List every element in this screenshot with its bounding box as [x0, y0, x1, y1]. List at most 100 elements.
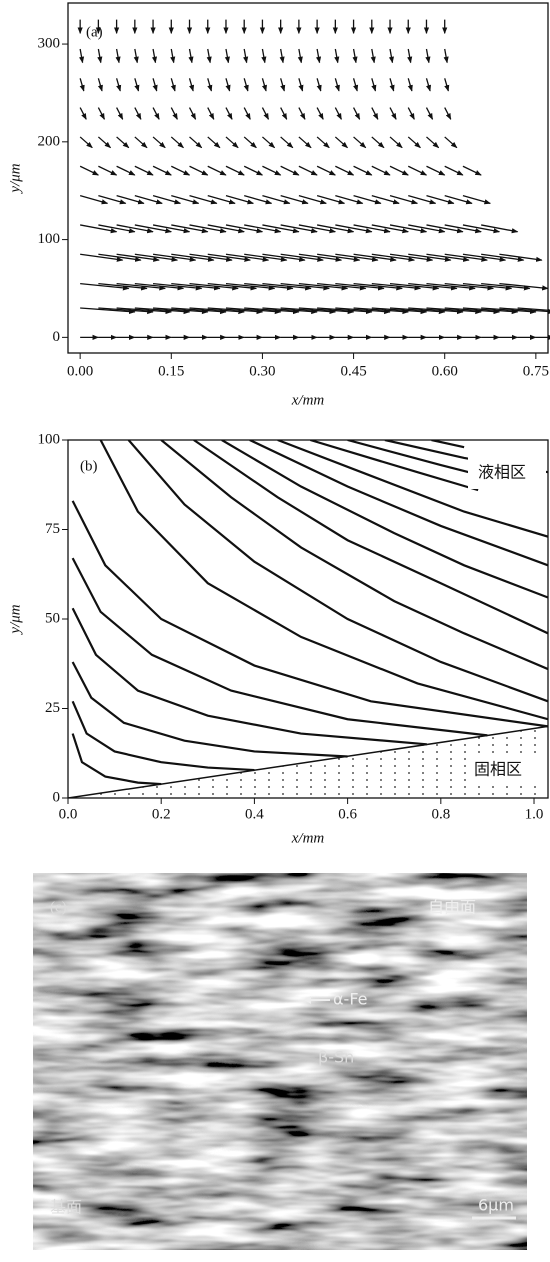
streamline	[249, 440, 548, 567]
vector-arrow	[189, 307, 245, 315]
vector-arrow	[335, 307, 391, 315]
vector-arrow	[462, 165, 482, 176]
vector-arrow	[152, 165, 172, 176]
vector-arrow	[170, 78, 176, 92]
vector-arrow	[189, 136, 203, 149]
vector-arrow	[116, 307, 172, 315]
vector-arrow	[517, 307, 550, 311]
vector-arrow	[244, 224, 282, 234]
vector-arrow	[481, 307, 537, 315]
vector-arrow	[298, 194, 327, 205]
vector-arrow	[317, 307, 373, 315]
vector-arrow	[298, 78, 304, 92]
x-tick-label: 0.2	[152, 806, 171, 822]
plot-frame	[67, 2, 549, 354]
vector-arrow	[262, 307, 318, 315]
vector-arrow	[371, 307, 428, 315]
vector-arrow	[353, 253, 397, 262]
vector-arrow	[153, 307, 209, 315]
vector-arrow	[152, 194, 182, 205]
vector-arrow	[134, 136, 148, 149]
vector-arrow	[262, 282, 312, 291]
streamline	[71, 733, 162, 786]
vector-arrow	[243, 78, 249, 92]
vector-arrow	[407, 78, 413, 92]
vector-arrow	[262, 165, 282, 176]
vector-arrow	[499, 282, 549, 291]
vector-arrow	[98, 253, 142, 262]
vector-arrow	[152, 107, 160, 120]
vector-arrow	[408, 224, 446, 234]
vector-arrow	[116, 224, 154, 234]
vector-arrow	[426, 282, 476, 291]
y-tick-label: 100	[38, 231, 61, 247]
vector-arrow	[371, 224, 409, 234]
region-label: 液相区	[478, 463, 526, 482]
vector-arrow	[298, 282, 349, 291]
vector-arrow	[425, 107, 434, 120]
vector-arrow	[170, 48, 176, 64]
streamline	[71, 557, 488, 737]
label: 自由面	[428, 898, 476, 917]
vector-arrow	[243, 48, 249, 64]
vector-arrow	[407, 136, 421, 149]
vector-arrow	[407, 48, 413, 64]
x-axis-label: x/mm	[291, 392, 325, 408]
vector-arrow	[334, 136, 348, 149]
vector-arrow	[134, 253, 179, 262]
vector-arrow	[171, 282, 221, 291]
x-tick-label: 0.60	[432, 363, 458, 379]
vector-arrow	[225, 224, 264, 234]
vector-arrow	[298, 107, 306, 120]
vector-arrow	[189, 165, 209, 176]
vector-arrow	[389, 78, 395, 92]
vector-arrow	[98, 194, 127, 205]
vector-arrow	[243, 136, 257, 149]
vector-arrow	[316, 78, 322, 92]
vector-arrow	[389, 194, 418, 205]
vector-arrow	[444, 165, 464, 176]
vector-arrow	[280, 136, 294, 149]
x-tick-label: 0.45	[340, 363, 366, 379]
x-tick-label: 0.30	[249, 363, 275, 379]
vector-arrow	[116, 107, 124, 120]
vector-arrow	[134, 165, 154, 176]
panel-label: (a)	[86, 24, 103, 40]
vector-arrow	[334, 107, 342, 120]
vector-arrow	[335, 165, 355, 176]
vector-arrow	[371, 78, 377, 92]
vector-arrow	[115, 78, 122, 92]
vector-arrow	[444, 107, 452, 120]
vector-arrow	[297, 48, 303, 64]
vector-arrow	[353, 194, 382, 205]
vector-arrow	[116, 165, 136, 176]
vector-arrow	[225, 78, 231, 92]
vector-arrow	[134, 78, 140, 92]
vector-arrow	[280, 253, 324, 262]
y-tick-label: 100	[38, 431, 61, 447]
vector-arrow	[171, 165, 191, 176]
streamline	[71, 500, 548, 728]
vector-arrow	[280, 165, 300, 176]
streamline	[99, 440, 548, 721]
vector-arrow	[151, 48, 158, 64]
vector-arrow	[298, 136, 312, 149]
vector-arrow	[243, 107, 251, 120]
vector-arrow	[170, 136, 184, 149]
vector-arrow	[207, 78, 213, 92]
vector-arrow	[408, 282, 458, 291]
vector-arrow	[133, 48, 139, 64]
vector-arrow	[316, 194, 346, 205]
vector-arrow	[280, 107, 288, 120]
vector-arrow	[371, 282, 422, 291]
vector-arrow	[298, 307, 355, 315]
vector-arrow	[171, 224, 209, 234]
vector-arrow	[371, 194, 400, 205]
vector-arrow	[78, 48, 85, 64]
vector-arrow	[189, 224, 227, 234]
vector-arrow	[389, 107, 397, 120]
vector-arrow	[98, 165, 118, 176]
vector-arrow	[389, 224, 428, 234]
vector-arrow	[116, 253, 160, 262]
y-tick-label: 200	[38, 133, 61, 149]
